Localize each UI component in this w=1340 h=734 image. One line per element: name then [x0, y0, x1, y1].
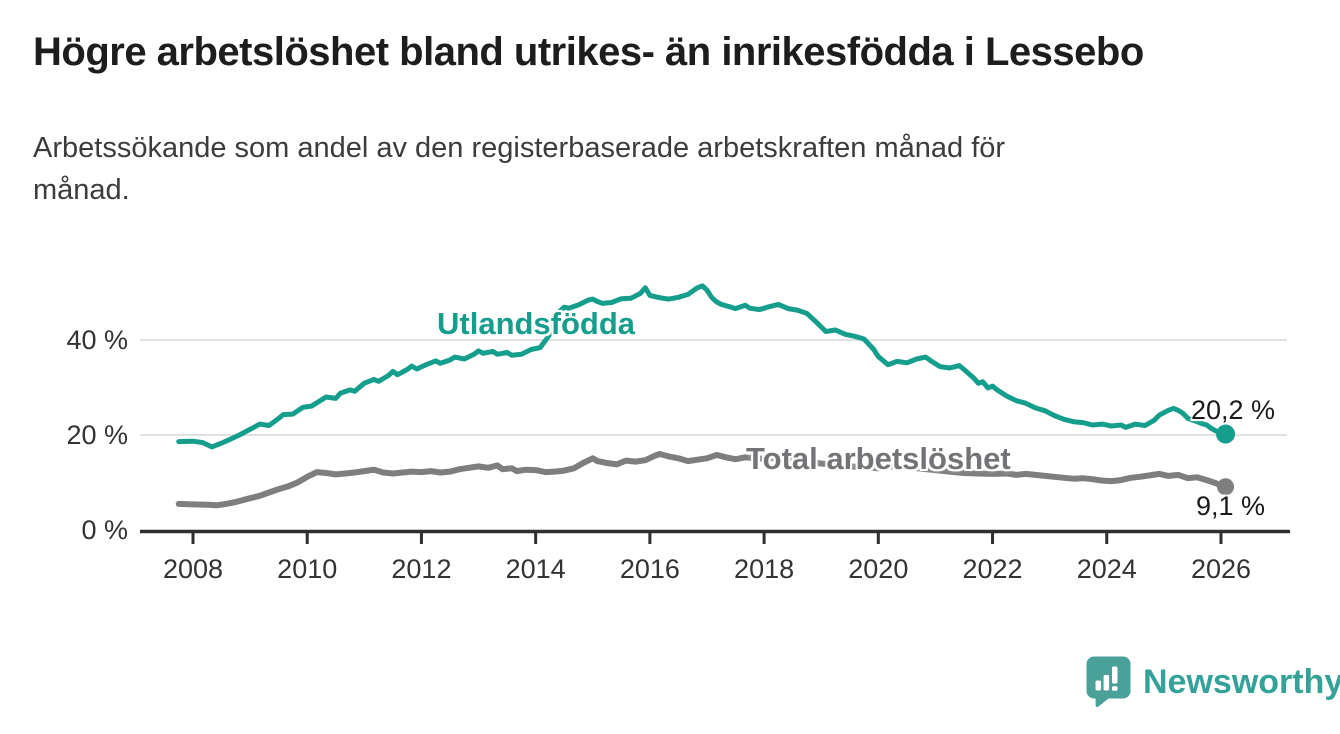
page-title: Högre arbetslöshet bland utrikes- än inr…	[33, 30, 1144, 74]
series-label-total-arbetsloshet: Total arbetslöshet	[746, 441, 1011, 476]
newsworthy-logo-icon	[1086, 656, 1131, 708]
series-line-total-arbetsloshet	[175, 451, 1229, 509]
end-value-label-total-arbetsloshet: 9,1 %	[1196, 491, 1266, 521]
x-tick-label-2008: 2008	[163, 554, 223, 584]
end-value-label-utlandsfodda: 20,2 %	[1191, 395, 1276, 425]
end-dot-total-arbetsloshet	[1217, 478, 1235, 496]
y-tick-label-40: 40 %	[66, 325, 128, 355]
x-tick-label-2020: 2020	[848, 554, 908, 584]
x-tick-label-2010: 2010	[277, 554, 337, 584]
newsworthy-logo: Newsworthy	[1085, 655, 1340, 708]
series-line-utlandsfodda	[176, 283, 1228, 450]
chart-subtitle: Arbetssökande som andel av den registerb…	[33, 132, 1006, 207]
y-tick-label-20: 20 %	[66, 420, 128, 450]
series-label-utlandsfodda: Utlandsfödda	[437, 306, 636, 341]
x-tick-label-2016: 2016	[620, 554, 680, 584]
x-tick-label-2024: 2024	[1077, 554, 1137, 584]
x-tick-label-2018: 2018	[734, 554, 794, 584]
y-tick-label-0: 0 %	[81, 515, 128, 545]
x-tick-label-2014: 2014	[506, 554, 566, 584]
end-dot-utlandsfodda	[1216, 424, 1236, 444]
newsworthy-logo-text: Newsworthy	[1143, 662, 1340, 701]
x-tick-label-2026: 2026	[1191, 554, 1251, 584]
x-tick-label-2012: 2012	[391, 554, 451, 584]
x-tick-label-2022: 2022	[963, 554, 1023, 584]
